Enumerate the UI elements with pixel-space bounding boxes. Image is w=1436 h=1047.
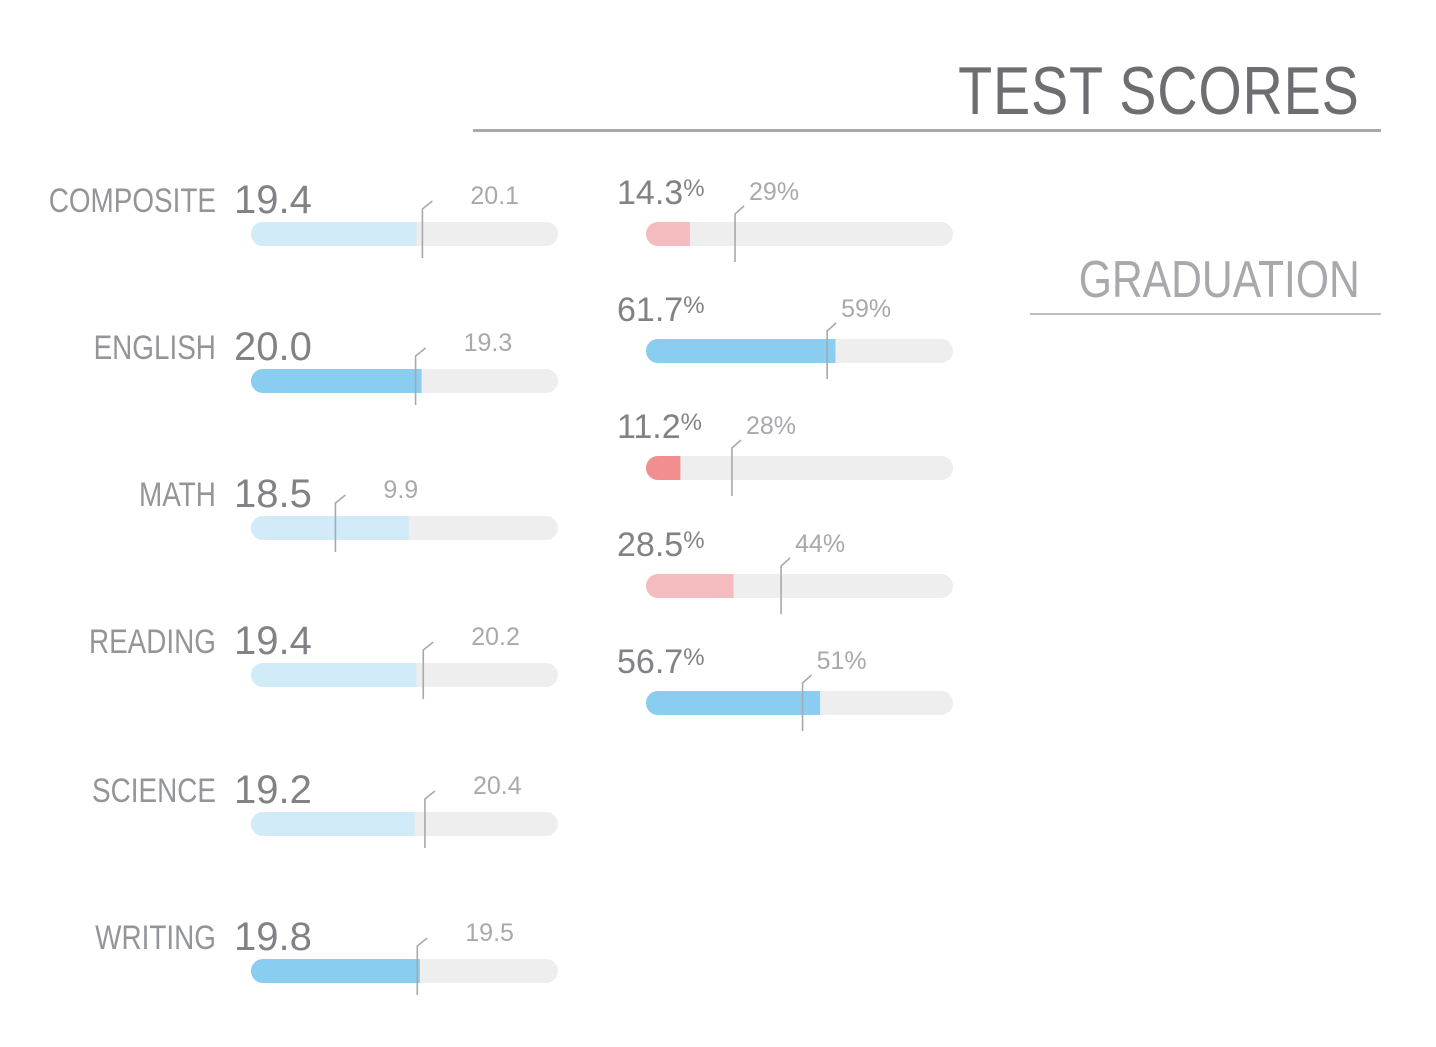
benchmark-marker <box>826 322 837 379</box>
benchmark-marker <box>416 937 428 995</box>
benchmark-marker <box>801 674 813 731</box>
graduation-bar-1-fill-end <box>677 222 690 246</box>
category-label: WRITING <box>95 918 216 956</box>
value-label: 19.4 <box>234 619 312 663</box>
value-label: 20.0 <box>234 325 312 369</box>
benchmark-marker <box>421 200 433 258</box>
value-label: 19.2 <box>234 768 312 812</box>
graduation-bar-2-fill-end <box>823 339 836 363</box>
benchmark-marker <box>734 205 745 262</box>
benchmark-label: 19.3 <box>464 329 513 357</box>
benchmark-label: 28% <box>746 412 796 440</box>
category-label: READING <box>89 622 216 660</box>
value-label: 18.5 <box>234 472 312 516</box>
benchmark-marker <box>780 557 791 614</box>
benchmark-label: 59% <box>841 295 891 323</box>
score-bar-reading-fill-end <box>404 663 417 687</box>
section-subtitle: GRADUATION <box>1078 251 1360 309</box>
category-label: SCIENCE <box>92 771 216 809</box>
benchmark-marker <box>414 347 427 405</box>
value-label: 56.7% <box>617 643 705 681</box>
benchmark-marker <box>731 439 742 496</box>
value-unit: % <box>683 175 704 202</box>
value-label: 11.2% <box>617 408 702 446</box>
page-title: TEST SCORES <box>958 53 1360 129</box>
value-label: 28.5% <box>617 526 705 564</box>
graduation-bar-5-fill <box>646 691 821 715</box>
score-bar-science-fill <box>251 812 415 836</box>
graduation-bar-3-track <box>646 456 953 480</box>
value-label: 61.7% <box>617 291 705 329</box>
score-bar-writing-fill <box>251 959 420 983</box>
score-bar-science-fill-end <box>402 812 415 836</box>
value-number: 28.5 <box>617 526 683 564</box>
benchmark-marker <box>422 641 434 699</box>
value-label: 19.8 <box>234 915 312 959</box>
value-unit: % <box>683 644 704 671</box>
benchmark-label: 9.9 <box>383 476 418 504</box>
graduation-bar-1-track <box>646 222 953 246</box>
value-number: 61.7 <box>617 291 683 329</box>
score-bar-composite-fill <box>251 222 417 246</box>
value-number: 56.7 <box>617 643 683 681</box>
graduation-bar-4-fill <box>646 574 734 598</box>
graduation-bar-5-fill-end <box>808 691 821 715</box>
benchmark-marker <box>424 790 436 848</box>
benchmark-label: 20.2 <box>471 623 520 651</box>
benchmark-label: 19.5 <box>465 919 514 947</box>
category-label: COMPOSITE <box>49 181 216 219</box>
benchmark-label: 20.4 <box>473 772 522 800</box>
score-bar-composite-fill-end <box>404 222 417 246</box>
benchmark-label: 20.1 <box>470 182 519 210</box>
value-number: 14.3 <box>617 174 683 212</box>
benchmark-label: 51% <box>817 647 867 675</box>
score-bar-math-fill-end <box>396 516 409 540</box>
graduation-bar-3-fill-end <box>668 456 681 480</box>
graduation-bar-2-fill <box>646 339 836 363</box>
subtitle-divider <box>1030 313 1381 315</box>
benchmark-label: 29% <box>749 178 799 206</box>
value-unit: % <box>683 292 704 319</box>
category-label: ENGLISH <box>94 328 216 366</box>
value-unit: % <box>683 527 704 554</box>
value-label: 19.4 <box>234 178 312 222</box>
benchmark-marker <box>334 494 346 552</box>
graduation-bar-4-fill-end <box>721 574 734 598</box>
score-bar-english-fill <box>251 369 422 393</box>
value-number: 11.2 <box>617 408 681 446</box>
value-unit: % <box>681 409 702 436</box>
score-bar-reading-fill <box>251 663 417 687</box>
value-label: 14.3% <box>617 174 705 212</box>
benchmark-label: 44% <box>795 530 845 558</box>
score-bar-math-fill <box>251 516 409 540</box>
category-label: MATH <box>139 475 216 513</box>
title-divider <box>473 129 1381 132</box>
